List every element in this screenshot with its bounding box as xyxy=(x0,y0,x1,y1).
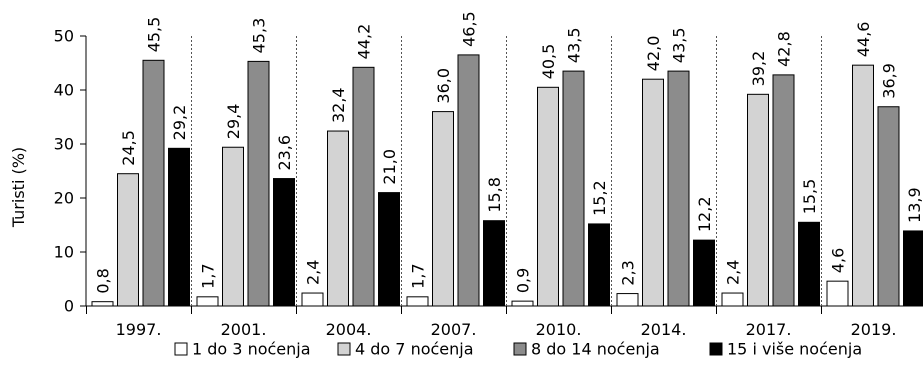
x-tick-label: 2014. xyxy=(641,320,687,339)
bar-4-2014 xyxy=(694,240,715,306)
data-label: 2,3 xyxy=(619,260,638,285)
bar-1-2007 xyxy=(407,297,428,306)
data-label: 42,0 xyxy=(644,36,663,72)
data-label: 12,2 xyxy=(695,196,714,232)
data-label: 4,6 xyxy=(829,248,848,273)
bar-2-2014 xyxy=(643,79,664,306)
legend-label: 15 i više noćenja xyxy=(727,340,862,359)
legend-swatch xyxy=(710,343,722,355)
data-label: 46,5 xyxy=(460,11,479,47)
bar-3-2019 xyxy=(878,107,899,306)
data-label: 15,5 xyxy=(800,179,819,215)
y-tick-label: 20 xyxy=(54,189,74,208)
y-axis-title: Turisti (%) xyxy=(9,147,28,228)
x-tick-label: 1997. xyxy=(116,320,162,339)
x-tick-label: 2017. xyxy=(746,320,792,339)
bar-1-2017 xyxy=(722,293,743,306)
bar-4-2019 xyxy=(904,231,923,306)
data-label: 45,5 xyxy=(145,17,164,53)
data-label: 1,7 xyxy=(409,263,428,288)
bar-4-2017 xyxy=(799,222,820,306)
data-label: 0,9 xyxy=(514,268,533,293)
data-label: 45,3 xyxy=(250,18,269,54)
bar-2-2010 xyxy=(538,87,559,306)
data-label: 2,4 xyxy=(304,260,323,285)
data-label: 0,8 xyxy=(94,268,113,293)
bar-1-2019 xyxy=(827,281,848,306)
y-tick-label: 0 xyxy=(64,297,74,316)
data-label: 32,4 xyxy=(329,87,348,123)
bar-4-2007 xyxy=(484,221,505,306)
bar-3-2004 xyxy=(353,67,374,306)
bar-3-2001 xyxy=(248,61,269,306)
bar-4-2001 xyxy=(274,179,295,306)
bar-4-2010 xyxy=(589,224,610,306)
data-label: 43,5 xyxy=(565,27,584,63)
x-tick-label: 2001. xyxy=(221,320,267,339)
bar-2-2017 xyxy=(748,94,769,306)
bar-3-2014 xyxy=(668,71,689,306)
y-tick-label: 40 xyxy=(54,81,74,100)
data-label: 1,7 xyxy=(199,263,218,288)
legend-label: 8 do 14 noćenja xyxy=(531,340,660,359)
legend-swatch xyxy=(175,343,187,355)
bar-4-1997 xyxy=(169,148,190,306)
bar-1-2004 xyxy=(302,293,323,306)
bar-1-1997 xyxy=(92,302,113,306)
x-tick-label: 2004. xyxy=(326,320,372,339)
bar-3-1997 xyxy=(143,60,164,306)
data-label: 24,5 xyxy=(119,130,138,166)
data-label: 43,5 xyxy=(670,27,689,63)
legend-label: 1 do 3 noćenja xyxy=(192,340,311,359)
bar-2-2019 xyxy=(853,65,874,306)
data-label: 36,9 xyxy=(880,63,899,99)
data-label: 13,9 xyxy=(905,187,923,223)
bar-1-2010 xyxy=(512,301,533,306)
bar-3-2017 xyxy=(773,75,794,306)
data-label: 44,2 xyxy=(355,24,374,60)
data-label: 15,8 xyxy=(485,177,504,213)
legend-label: 4 do 7 noćenja xyxy=(355,340,474,359)
legend-swatch xyxy=(514,343,526,355)
x-tick-label: 2010. xyxy=(536,320,582,339)
data-label: 36,0 xyxy=(434,68,453,104)
y-tick-label: 30 xyxy=(54,135,74,154)
bar-1-2001 xyxy=(197,297,218,306)
data-label: 2,4 xyxy=(724,260,743,285)
bar-2-2001 xyxy=(223,147,244,306)
bar-2-2007 xyxy=(433,112,454,306)
data-label: 15,2 xyxy=(590,180,609,216)
bar-4-2004 xyxy=(379,193,400,306)
bar-3-2010 xyxy=(563,71,584,306)
data-label: 42,8 xyxy=(775,31,794,67)
legend-swatch xyxy=(338,343,350,355)
data-label: 44,6 xyxy=(854,22,873,58)
data-label: 39,2 xyxy=(749,51,768,87)
data-label: 29,2 xyxy=(170,105,189,141)
bar-2-1997 xyxy=(118,174,139,306)
y-tick-label: 50 xyxy=(54,27,74,46)
bar-2-2004 xyxy=(328,131,349,306)
data-label: 21,0 xyxy=(380,149,399,185)
legend: 1 do 3 noćenja 4 do 7 noćenja 8 do 14 noće… xyxy=(175,340,862,359)
y-tick-label: 10 xyxy=(54,243,74,262)
x-tick-label: 2007. xyxy=(431,320,477,339)
x-tick-label: 2019. xyxy=(851,320,897,339)
data-label: 40,5 xyxy=(539,44,558,80)
bar-1-2014 xyxy=(617,294,638,306)
data-label: 23,6 xyxy=(275,135,294,171)
bar-3-2007 xyxy=(458,55,479,306)
data-label: 29,4 xyxy=(224,104,243,140)
